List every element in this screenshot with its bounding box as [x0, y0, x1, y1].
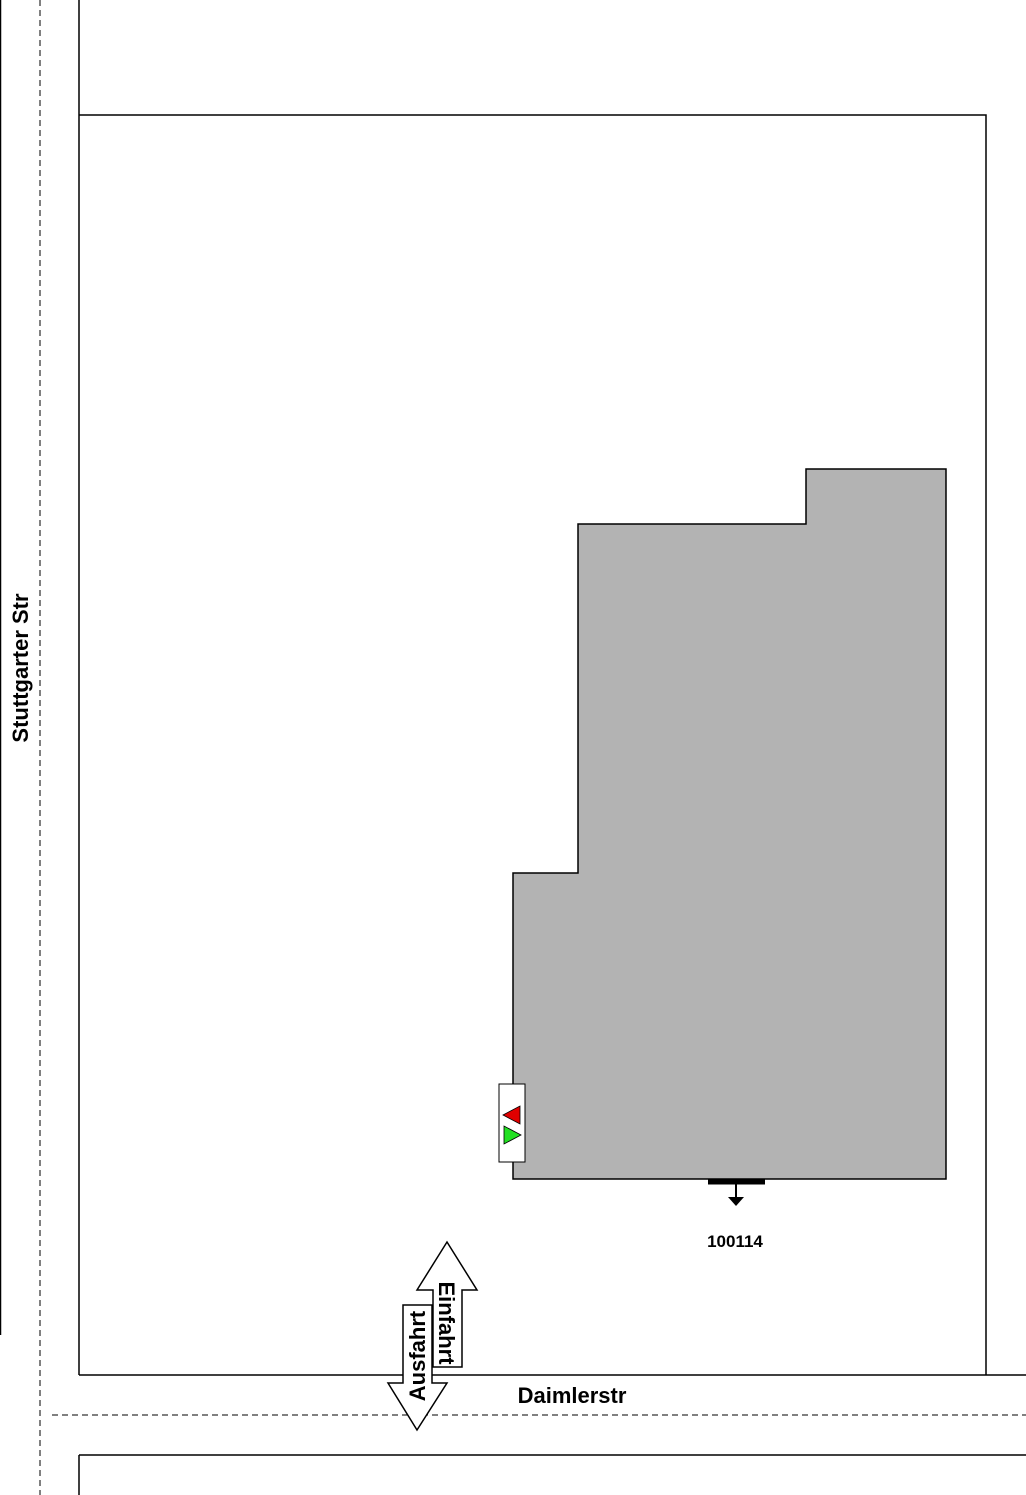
entry-arrow	[415, 1240, 479, 1368]
property-boundary	[79, 114, 987, 1375]
green-triangle	[503, 1125, 522, 1145]
exit-arrow	[386, 1304, 449, 1432]
building-id: 100114	[707, 1232, 763, 1251]
red-triangle	[502, 1105, 521, 1125]
street-label-west: Stuttgarter Str	[8, 593, 33, 743]
entry-label: Einfahrt	[434, 1281, 459, 1365]
building	[512, 468, 947, 1180]
entrance-arrowhead	[728, 1197, 744, 1206]
signal-box	[498, 1083, 526, 1163]
exit-label: Ausfahrt	[405, 1310, 430, 1401]
street-label-south: Daimlerstr	[518, 1383, 627, 1408]
